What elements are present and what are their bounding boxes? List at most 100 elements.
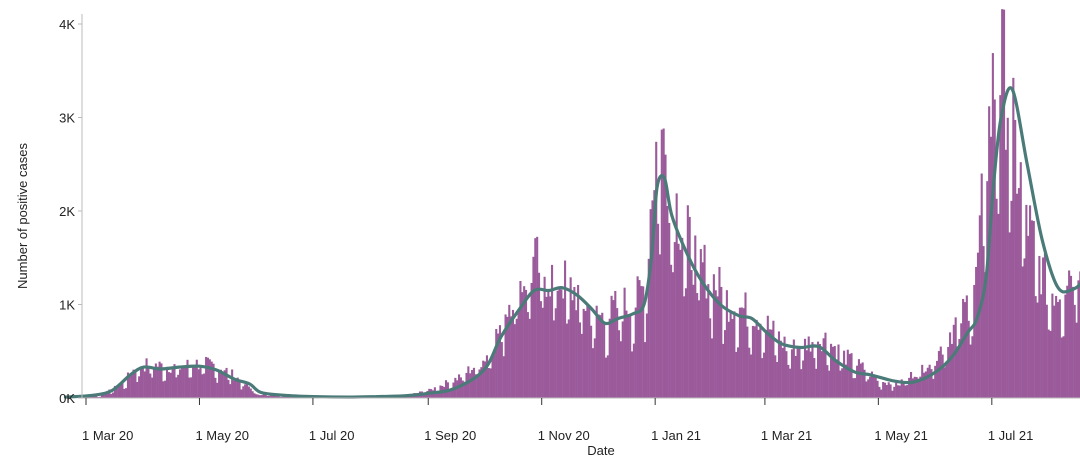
daily-bar (828, 370, 831, 398)
daily-bar (709, 318, 712, 398)
daily-bar (491, 354, 494, 398)
daily-bar (177, 374, 180, 398)
daily-bar (857, 359, 861, 398)
daily-bar (928, 364, 931, 398)
daily-bar (986, 181, 989, 398)
daily-bar (634, 307, 637, 398)
daily-bar (108, 389, 111, 398)
daily-bar (138, 376, 141, 398)
daily-bar (976, 252, 980, 398)
daily-bar (558, 287, 561, 398)
daily-bar (848, 354, 851, 398)
daily-bar (1068, 270, 1071, 398)
daily-bar (671, 272, 675, 398)
daily-bar (746, 326, 749, 398)
daily-bar (794, 355, 797, 398)
daily-bar (195, 359, 198, 398)
daily-bar (850, 353, 853, 398)
daily-bar (134, 370, 137, 398)
daily-bar (567, 319, 570, 398)
daily-bar (484, 361, 487, 398)
daily-bar (965, 295, 968, 398)
daily-bar (718, 266, 721, 398)
daily-bar (165, 366, 169, 398)
daily-bar (249, 388, 252, 398)
daily-bar (551, 264, 554, 398)
daily-bar (882, 381, 885, 398)
daily-bar (1075, 322, 1078, 398)
daily-bar (645, 313, 648, 398)
daily-bar (91, 396, 94, 398)
daily-bar (547, 291, 550, 398)
bars-layer (65, 9, 1080, 399)
daily-bar (573, 287, 576, 398)
daily-bar (692, 284, 695, 398)
rolling-average-line (63, 86, 1080, 399)
daily-bar (644, 342, 647, 398)
daily-bar (409, 395, 412, 398)
y-tick-label: 3K (59, 111, 75, 126)
daily-bar (1027, 235, 1030, 398)
daily-bar (649, 209, 652, 398)
daily-bar (896, 385, 900, 398)
daily-bar (229, 384, 232, 398)
daily-bar (152, 368, 156, 398)
daily-bar (632, 343, 635, 398)
daily-bar (571, 300, 574, 398)
daily-bar (275, 396, 278, 398)
daily-bar (738, 307, 741, 398)
daily-bar (130, 375, 133, 398)
daily-bar (508, 304, 511, 398)
daily-bar (753, 326, 756, 398)
daily-bar (666, 205, 669, 398)
daily-bar (1029, 205, 1032, 398)
daily-bar (975, 266, 978, 398)
daily-bar (658, 254, 661, 398)
daily-bar (95, 396, 98, 398)
daily-bar (630, 351, 634, 398)
daily-bar (1019, 162, 1022, 398)
daily-bar (266, 395, 269, 398)
daily-bar (865, 381, 868, 398)
daily-bar (595, 305, 598, 398)
daily-bar (772, 320, 775, 398)
daily-bar (125, 388, 128, 398)
daily-bar (471, 370, 474, 398)
daily-bar (816, 341, 820, 398)
daily-bar (679, 249, 682, 398)
daily-bar (145, 358, 148, 398)
daily-bar (831, 346, 834, 398)
daily-bar (902, 383, 905, 398)
daily-bar (262, 394, 265, 398)
daily-bar (911, 378, 914, 398)
daily-bar (647, 258, 650, 398)
daily-bar (841, 368, 844, 398)
daily-bar (837, 344, 840, 398)
daily-bar (926, 367, 929, 398)
daily-bar (956, 346, 959, 398)
daily-bar (156, 366, 159, 398)
daily-bar (636, 276, 639, 398)
daily-bar (255, 394, 258, 398)
daily-bar (89, 396, 92, 398)
daily-bar (809, 351, 812, 398)
daily-bar (735, 351, 738, 398)
daily-bar (258, 395, 262, 398)
daily-bar (1004, 149, 1007, 398)
daily-bar (474, 374, 477, 398)
daily-bar (86, 396, 89, 398)
daily-bar (151, 377, 154, 398)
daily-bar (169, 372, 172, 398)
daily-bar (813, 358, 816, 398)
daily-bar (757, 329, 760, 398)
daily-bar (197, 369, 200, 398)
daily-bar (872, 375, 875, 398)
daily-bar (621, 321, 624, 398)
daily-bar (541, 307, 544, 398)
daily-bar (208, 359, 211, 398)
daily-bar (737, 347, 740, 398)
daily-bar (969, 344, 972, 398)
daily-bar (934, 365, 937, 398)
daily-bar (989, 136, 993, 398)
